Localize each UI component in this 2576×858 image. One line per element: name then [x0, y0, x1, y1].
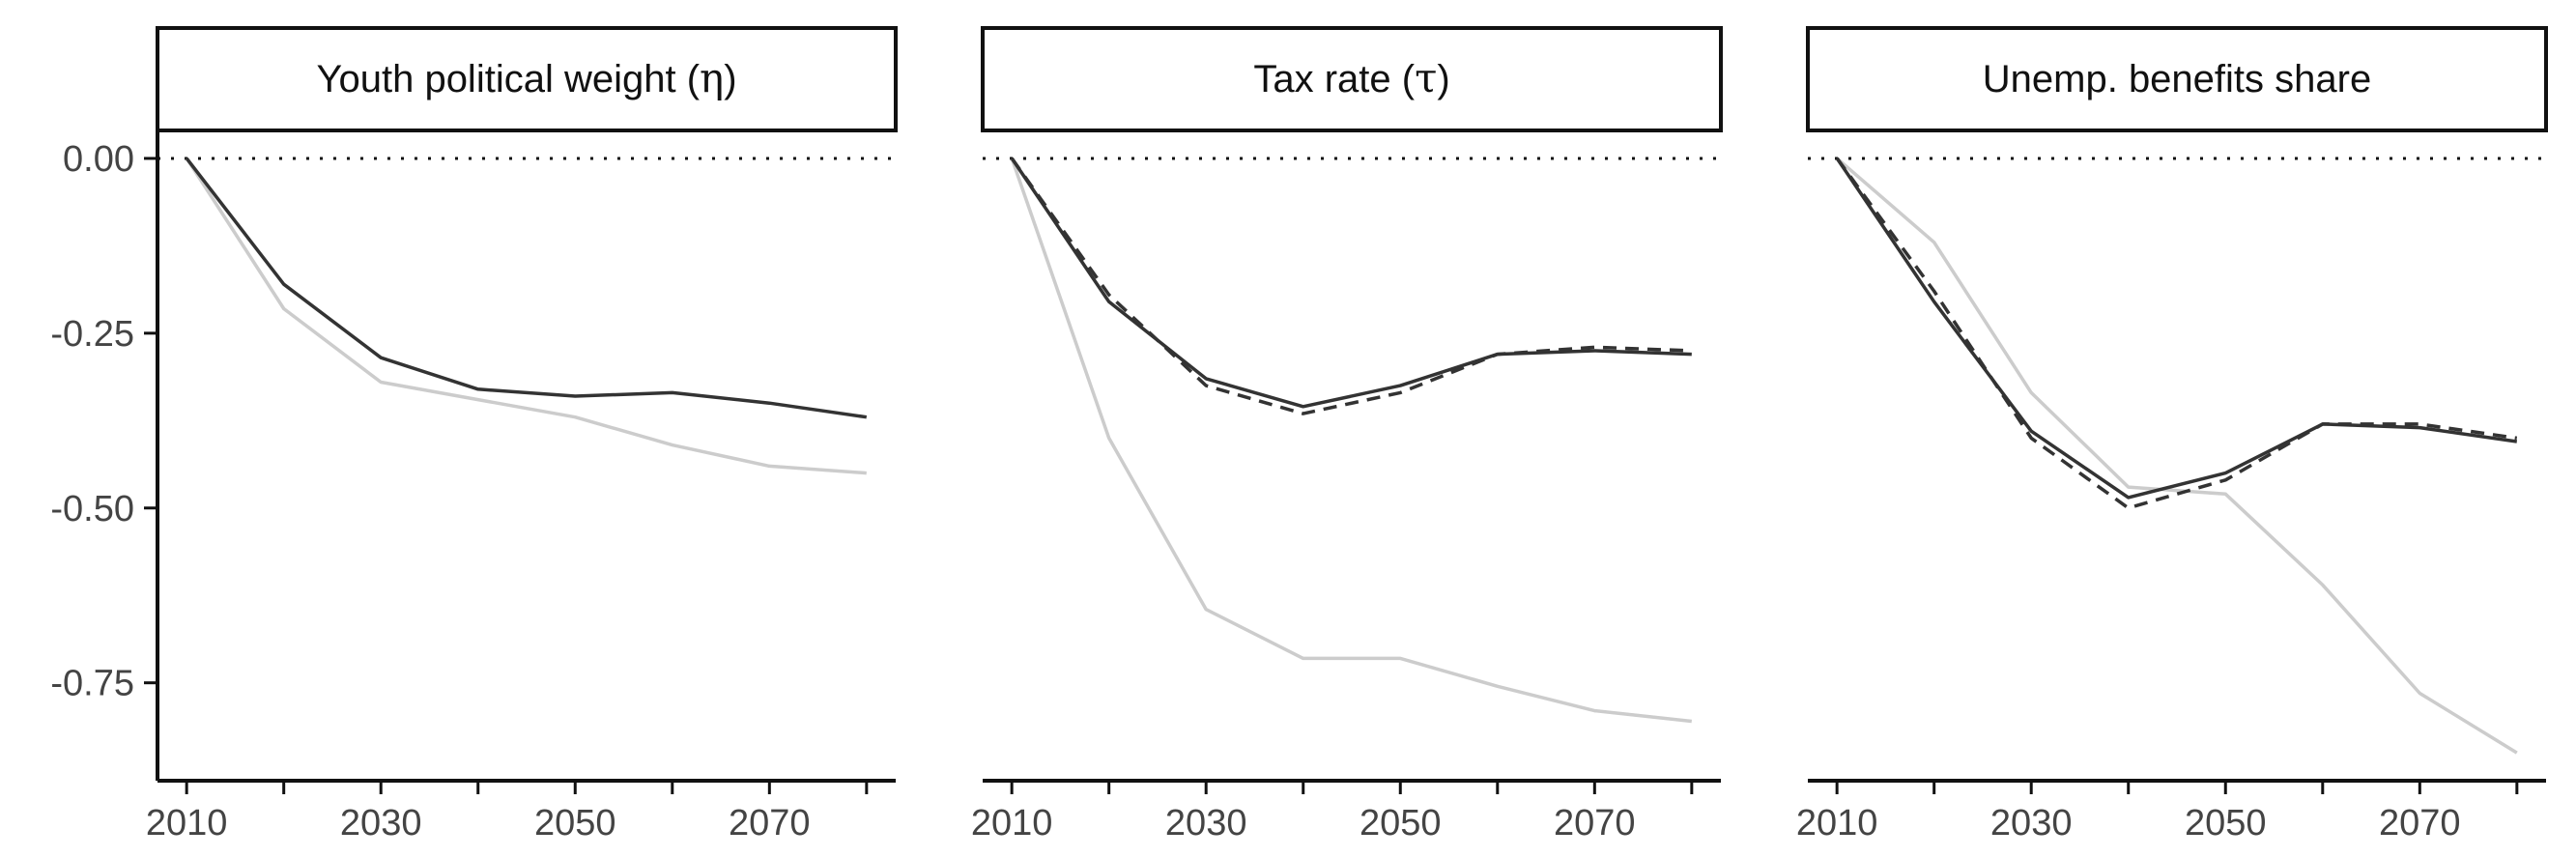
facet-title-text: Tax rate (	[1253, 58, 1415, 100]
facet-title-symbol: τ	[1415, 54, 1437, 101]
facet-title-close: )	[724, 58, 736, 100]
panel-1: Youth political weight (η) 0.00 -0.25 -0.50…	[50, 26, 898, 844]
facet-title-symbol: η	[700, 54, 724, 101]
series-line-dashed	[1010, 157, 1692, 415]
x-tick-label: 2070	[1554, 803, 1636, 844]
y-tick-label: -0.50	[50, 489, 134, 529]
facet-title: Unemp. benefits share	[1983, 58, 2371, 100]
series-line-solid-light	[185, 157, 867, 475]
x-tick-label: 2010	[971, 803, 1053, 844]
facet-title-close: )	[1437, 58, 1449, 100]
series-line-solid-light	[1010, 157, 1692, 724]
facet-strip	[156, 26, 898, 132]
panel-3: Unemp. benefits share 2010 2030 2050 2070	[1796, 26, 2548, 844]
panel-2: Tax rate (τ) 2010 2030 2050 2070	[971, 26, 1723, 844]
x-tick-label: 2070	[729, 803, 811, 844]
series-line-solid-light	[1836, 157, 2518, 755]
y-tick-label: 0.00	[63, 139, 134, 180]
y-tick-label: -0.25	[50, 314, 134, 355]
facet-title: Tax rate (τ)	[1253, 54, 1449, 101]
x-tick-label: 2050	[1360, 803, 1442, 844]
facet-title-text: Youth political weight (	[316, 58, 700, 100]
x-tick-label: 2010	[1796, 803, 1878, 844]
facet-title-text: Unemp. benefits share	[1983, 58, 2371, 100]
x-tick-label: 2050	[2185, 803, 2267, 844]
series-line-solid-dark	[185, 157, 868, 419]
series-line-solid-dark	[1010, 157, 1692, 409]
series-line-solid-dark	[1835, 157, 2518, 500]
facet-title: Youth political weight (η)	[316, 54, 736, 101]
facet-strip	[981, 26, 1723, 132]
x-tick-label: 2030	[1165, 803, 1247, 844]
x-tick-label: 2050	[534, 803, 616, 844]
x-tick-label: 2030	[1990, 803, 2073, 844]
x-tick-label: 2030	[340, 803, 422, 844]
facet-strip	[1806, 26, 2548, 132]
series-line-dashed	[1835, 157, 2518, 510]
x-tick-label: 2010	[146, 803, 228, 844]
x-tick-label: 2070	[2379, 803, 2461, 844]
y-tick-label: -0.75	[50, 664, 134, 704]
